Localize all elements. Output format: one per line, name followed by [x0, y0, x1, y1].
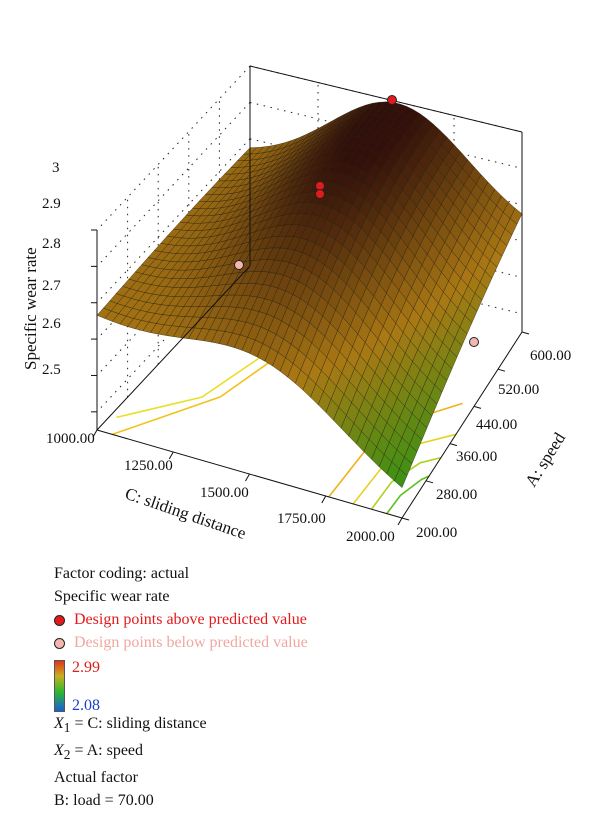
x1-definition: X1 = C: sliding distance: [54, 712, 584, 739]
y-tick-label: 360.00: [456, 449, 497, 465]
z-axis-label: Specific wear rate: [21, 247, 40, 370]
x-tick-labels: 1000.00 1250.00 1500.00 1750.00 2000.00: [46, 431, 395, 545]
x2-var: X: [54, 742, 64, 760]
x-tick-mark: [321, 495, 327, 504]
x-tick-mark: [168, 451, 174, 460]
pink-point-icon: [54, 637, 65, 649]
axis-edge: [249, 65, 523, 133]
axis-edge: [401, 331, 523, 519]
y-tick-mark: [473, 405, 482, 409]
x-tick-label: 1750.00: [277, 511, 326, 527]
z-tick-label: 2.7: [42, 278, 61, 294]
x-tick-label: 2000.00: [346, 529, 395, 545]
response-name: Specific wear rate: [54, 588, 170, 605]
y-tick-mark: [449, 443, 458, 447]
legend-below-label: Design points below predicted value: [74, 634, 308, 651]
design-point-above: [315, 189, 325, 199]
design-point-below: [234, 260, 244, 270]
surface-cell: [394, 468, 408, 488]
z-tick-label: 3: [52, 160, 60, 176]
y-tick-mark: [497, 368, 506, 372]
legend-below: Design points below predicted value: [54, 631, 584, 654]
side-wall-gridline: [96, 102, 251, 267]
actual-factor: Actual factor: [54, 769, 138, 787]
color-scale-high: 2.99: [72, 659, 100, 676]
legend-above-label: Design points above predicted value: [74, 611, 307, 628]
x2-def: = A: speed: [70, 742, 144, 760]
x-tick-label: 1500.00: [200, 485, 249, 501]
red-point-icon: [54, 614, 65, 626]
x2-definition: X2 = A: speed: [54, 739, 584, 766]
color-gradient-bar: [54, 660, 65, 712]
side-wall-gridline: [96, 138, 251, 304]
x2-sub: 2: [63, 747, 71, 763]
design-point-above: [387, 95, 397, 105]
y-tick-label: 280.00: [436, 487, 477, 503]
y-tick-label: 520.00: [498, 382, 539, 398]
y-tick-label: 440.00: [476, 417, 517, 433]
x-tick-mark: [92, 429, 98, 438]
x-tick-mark: [397, 517, 403, 526]
color-scale-low: 2.08: [72, 697, 100, 714]
factor-coding: Factor coding: actual: [54, 565, 190, 582]
response-surface: [96, 101, 523, 488]
y-tick-mark: [521, 331, 530, 335]
x1-sub: 1: [63, 720, 71, 736]
design-points: [234, 95, 479, 347]
z-tick-label: 2.9: [42, 196, 61, 212]
z-tick-label: 2.6: [42, 316, 61, 332]
z-tick-labels: 2.5 2.6 2.7 2.8 2.9 3: [42, 160, 61, 378]
x-tick-label: 1000.00: [46, 431, 95, 447]
z-tick-label: 2.8: [42, 236, 61, 252]
y-tick-label: 600.00: [530, 348, 571, 364]
contour-line: [386, 475, 430, 515]
y-tick-label: 200.00: [416, 525, 457, 541]
x1-var: X: [54, 715, 64, 732]
y-tick-mark: [425, 480, 434, 484]
side-wall-gridline: [96, 65, 251, 231]
y-tick-mark: [401, 517, 410, 521]
axis-edge: [96, 265, 251, 431]
y-axis-label: A: speed: [521, 429, 569, 490]
x-tick-mark: [245, 473, 250, 482]
plot-axes: [91, 65, 530, 526]
z-tick-label: 2.5: [42, 362, 61, 378]
legend-above: Design points above predicted value: [54, 608, 584, 631]
load-value: B: load = 70.00: [54, 792, 154, 810]
x-tick-label: 1250.00: [124, 458, 173, 474]
design-point-below: [469, 337, 479, 347]
y-tick-labels: 200.00 280.00 360.00 440.00 520.00 600.0…: [416, 348, 571, 541]
x1-def: = C: sliding distance: [70, 715, 207, 732]
color-scale: 2.99 2.08: [54, 659, 584, 714]
legend: Factor coding: actual Specific wear rate…: [54, 562, 584, 812]
surface-plot: 2.5 2.6 2.7 2.8 2.9 3 1000.00 1250.00 15…: [21, 65, 571, 545]
